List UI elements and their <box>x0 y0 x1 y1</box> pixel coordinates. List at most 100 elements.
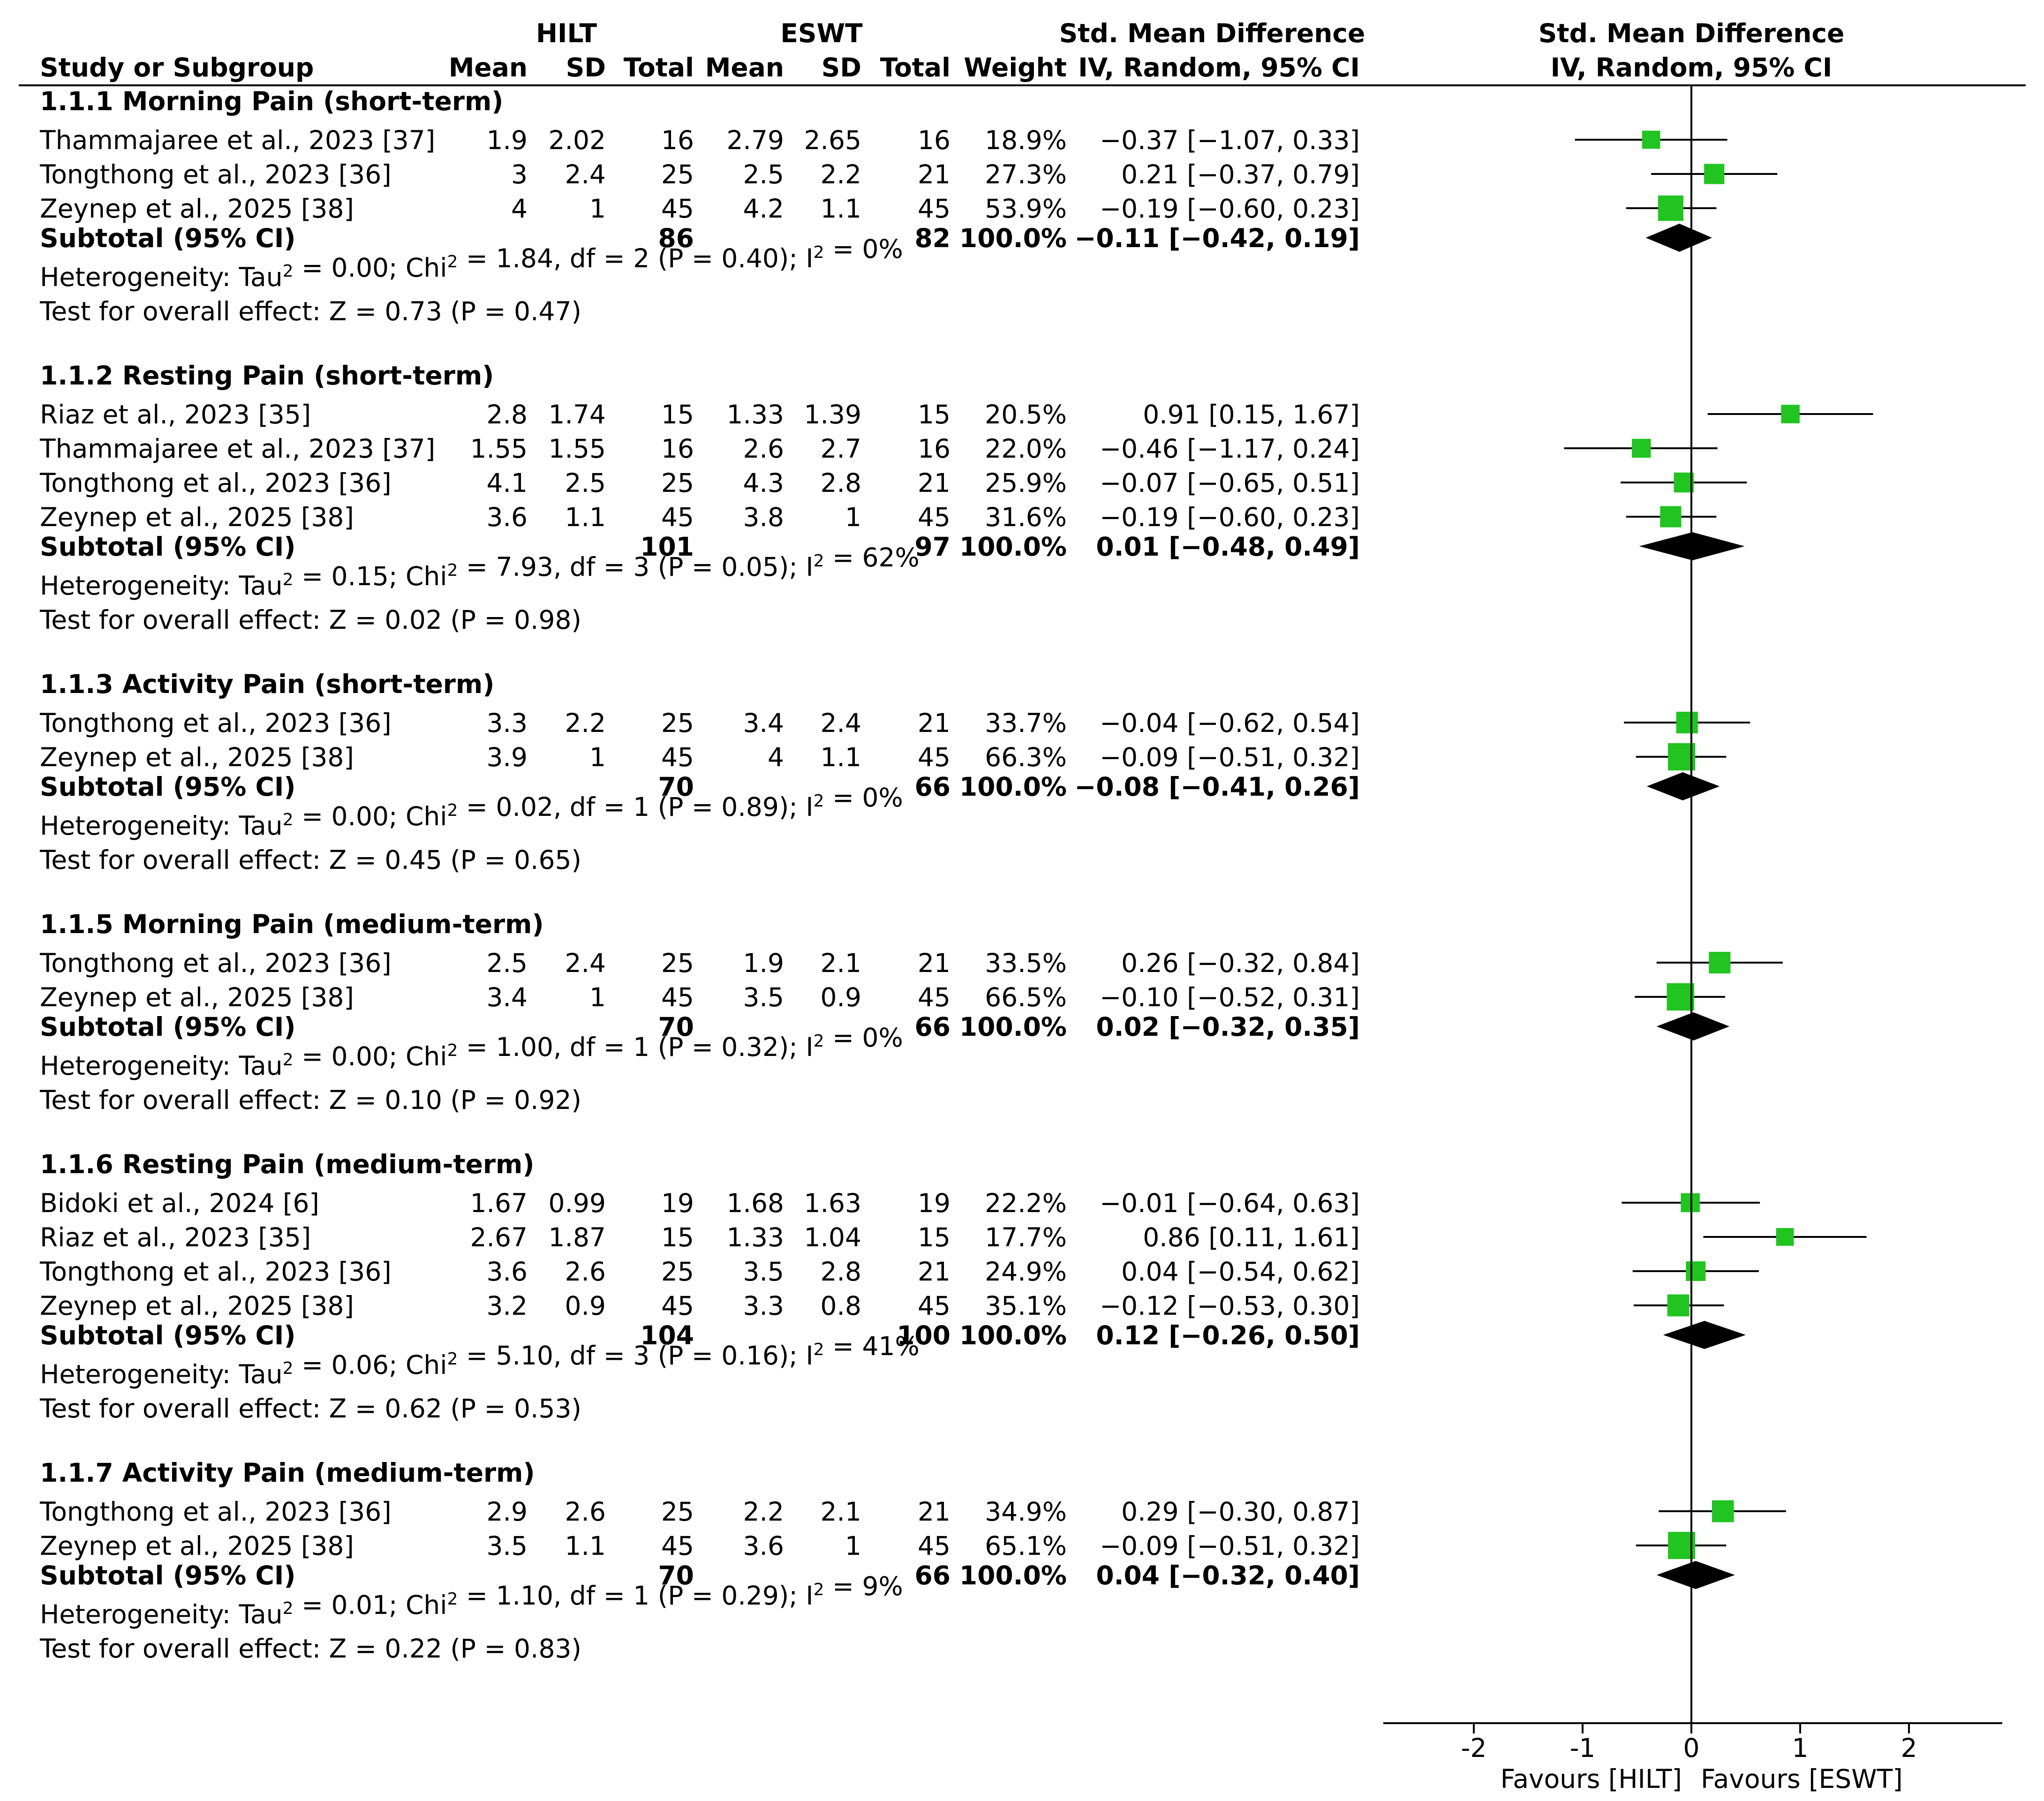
hilt-total: 45 <box>661 1531 694 1561</box>
hilt-total: 45 <box>661 1291 694 1321</box>
hilt-mean: 3.6 <box>487 502 528 532</box>
eswt-mean: 3.6 <box>743 1531 784 1561</box>
hilt-sd: 1.74 <box>549 399 606 430</box>
hilt-total: 25 <box>661 708 694 738</box>
eswt-mean: 4.3 <box>743 468 784 498</box>
heterogeneity-text: Heterogeneity: Tau2 = 0.15; Chi2 = 7.93,… <box>40 543 920 601</box>
subtotal-hilt-total: 101 <box>640 532 694 562</box>
study-ci: −0.12 [−0.53, 0.30] <box>1100 1291 1360 1321</box>
hilt-total: 25 <box>661 159 694 189</box>
hilt-total: 19 <box>661 1188 694 1218</box>
hilt-sd: 1.55 <box>549 434 606 464</box>
hilt-sd: 2.4 <box>565 948 606 978</box>
subtotal-eswt-total: 66 <box>914 772 950 802</box>
favours-left-label: Favours [HILT] <box>1501 1764 1682 1794</box>
eswt-sd: 0.9 <box>821 982 861 1012</box>
hilt-total: 16 <box>661 434 694 464</box>
overall-effect-text: Test for overall effect: Z = 0.73 (P = 0… <box>39 296 581 326</box>
eswt-total: 45 <box>918 742 950 772</box>
group1-header: HILT <box>536 18 597 48</box>
eswt-mean: 4 <box>768 742 784 772</box>
eswt-mean: 3.5 <box>743 1257 784 1287</box>
study-marker <box>1667 1294 1690 1317</box>
eswt-sd: 2.7 <box>821 434 861 464</box>
hilt-sd: 0.9 <box>565 1291 606 1321</box>
eswt-sd: 2.1 <box>821 1497 861 1527</box>
weight-header: Weight <box>964 53 1067 83</box>
hilt-total: 45 <box>661 742 694 772</box>
subtotal-label: Subtotal (95% CI) <box>40 1560 296 1590</box>
subtotal-diamond <box>1656 1561 1735 1589</box>
eswt-mean: 1.68 <box>727 1188 784 1218</box>
hilt-sd-header: SD <box>566 53 606 83</box>
eswt-total: 19 <box>918 1188 950 1218</box>
hilt-total: 45 <box>661 502 694 532</box>
plot-area: -2 -1 0 1 2 Favours [HILT] Favours [ESWT] <box>1383 85 2002 1794</box>
eswt-mean: 2.2 <box>743 1497 784 1527</box>
eswt-sd: 2.8 <box>821 468 861 498</box>
subtotal-label: Subtotal (95% CI) <box>40 532 296 562</box>
overall-effect-text: Test for overall effect: Z = 0.22 (P = 0… <box>39 1634 581 1664</box>
study-marker <box>1712 1500 1734 1522</box>
hilt-sd: 2.2 <box>565 708 606 738</box>
table-header: HILT ESWT Std. Mean Difference Std. Mean… <box>40 18 1844 83</box>
eswt-total: 45 <box>918 982 950 1012</box>
x-tick-label: 1 <box>1792 1733 1809 1763</box>
study-name: Tongthong et al., 2023 [36] <box>39 1257 392 1287</box>
subtotal-weight: 100.0% <box>959 1012 1067 1042</box>
eswt-sd: 2.8 <box>821 1257 861 1287</box>
hilt-sd: 2.4 <box>565 159 606 189</box>
hilt-mean: 1.67 <box>470 1188 528 1218</box>
study-ci: −0.09 [−0.51, 0.32] <box>1100 742 1360 772</box>
study-weight: 22.0% <box>985 434 1067 464</box>
study-ci: 0.21 [−0.37, 0.79] <box>1121 159 1360 189</box>
study-ci: −0.01 [−0.64, 0.63] <box>1100 1188 1360 1218</box>
study-marker <box>1781 405 1800 423</box>
study-ci: −0.19 [−0.60, 0.23] <box>1100 194 1360 224</box>
study-marker <box>1667 983 1695 1011</box>
hilt-total-header: Total <box>624 53 694 83</box>
study-weight: 17.7% <box>985 1222 1067 1252</box>
study-weight: 33.7% <box>985 708 1067 738</box>
eswt-total: 21 <box>918 1497 950 1527</box>
subtotal-hilt-total: 86 <box>658 223 694 253</box>
hilt-sd: 0.99 <box>549 1188 606 1218</box>
subtotal-eswt-total: 66 <box>914 1012 950 1042</box>
study-name: Riaz et al., 2023 [35] <box>40 399 311 430</box>
eswt-total: 21 <box>918 468 950 498</box>
study-ci: 0.86 [0.11, 1.61] <box>1143 1222 1360 1252</box>
favours-right-label: Favours [ESWT] <box>1701 1764 1903 1794</box>
study-name: Zeynep et al., 2025 [38] <box>40 1531 354 1561</box>
study-ci: 0.29 [−0.30, 0.87] <box>1121 1497 1360 1527</box>
eswt-mean: 2.6 <box>743 434 784 464</box>
hilt-mean: 3.9 <box>487 742 528 772</box>
hilt-mean: 3.5 <box>487 1531 528 1561</box>
eswt-total: 16 <box>918 434 950 464</box>
eswt-mean: 1.33 <box>727 1222 784 1252</box>
hilt-sd: 2.5 <box>565 468 606 498</box>
eswt-sd: 2.65 <box>804 125 861 155</box>
eswt-mean: 3.4 <box>743 708 784 738</box>
study-ci: 0.26 [−0.32, 0.84] <box>1121 948 1360 978</box>
eswt-mean: 2.5 <box>743 159 784 189</box>
eswt-mean: 3.8 <box>743 502 784 532</box>
overall-effect-text: Test for overall effect: Z = 0.45 (P = 0… <box>39 845 581 875</box>
subgroup-title: 1.1.6 Resting Pain (medium-term) <box>40 1149 534 1179</box>
subgroup-title: 1.1.1 Morning Pain (short-term) <box>40 86 503 116</box>
eswt-sd: 2.1 <box>821 948 861 978</box>
subtotal-eswt-total: 100 <box>897 1320 950 1350</box>
eswt-total: 21 <box>918 1257 950 1287</box>
hilt-total: 25 <box>661 468 694 498</box>
study-ci: −0.19 [−0.60, 0.23] <box>1100 502 1360 532</box>
hilt-sd: 1.1 <box>565 502 606 532</box>
subgroup-title: 1.1.2 Resting Pain (short-term) <box>40 361 494 391</box>
study-name: Tongthong et al., 2023 [36] <box>39 948 392 978</box>
eswt-total: 45 <box>918 502 950 532</box>
study-weight: 34.9% <box>985 1497 1067 1527</box>
study-weight: 66.3% <box>985 742 1067 772</box>
study-weight: 66.5% <box>985 982 1067 1012</box>
hilt-mean: 2.8 <box>487 399 528 430</box>
eswt-sd: 1.63 <box>804 1188 861 1218</box>
eswt-total: 45 <box>918 194 950 224</box>
subtotal-eswt-total: 97 <box>914 532 950 562</box>
